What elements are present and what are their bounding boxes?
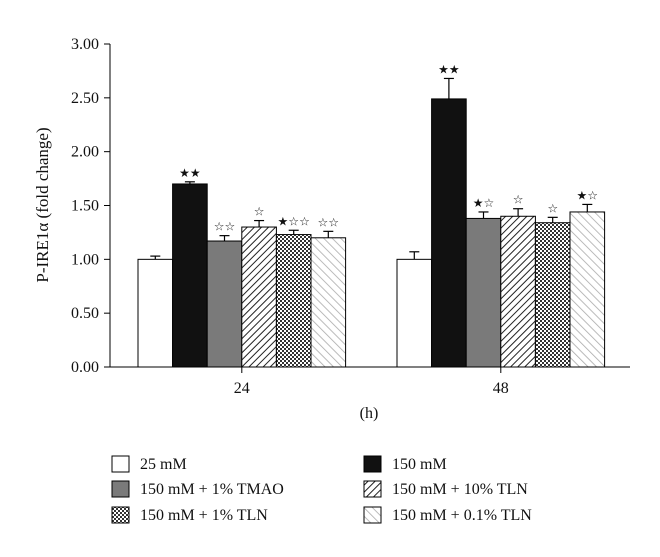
legend-label: 150 mM + 10% TLN [392, 481, 528, 498]
bar [275, 234, 312, 368]
y-axis-ticks: 0.00 0.50 1.00 1.50 2.00 2.50 3.00 [71, 36, 110, 376]
significance-markers: ★★☆☆☆★☆☆ ☆☆★★★☆ ☆☆★☆ [179, 62, 598, 233]
legend-swatch [363, 455, 382, 473]
y-tick-label: 1.00 [71, 251, 99, 268]
y-tick-label: 1.50 [71, 198, 99, 215]
significance-marker: ★☆ [473, 196, 495, 210]
x-axis-label: (h) [360, 405, 379, 422]
legend-swatch [363, 480, 382, 498]
significance-marker: ☆☆ [214, 220, 236, 234]
significance-marker: ★☆ [577, 188, 599, 202]
bar [396, 258, 433, 368]
legend-label: 150 mM + 0.1% TLN [392, 507, 532, 524]
significance-marker: ☆☆ [318, 215, 340, 229]
significance-marker: ★★ [179, 166, 201, 180]
y-tick-label: 0.50 [71, 305, 99, 322]
significance-marker: ☆ [547, 201, 558, 215]
legend-swatch [111, 455, 130, 473]
bar [569, 211, 606, 368]
significance-marker: ★☆☆ [278, 214, 310, 228]
x-tick-label: 48 [493, 380, 509, 397]
legend-label: 150 mM + 1% TLN [140, 507, 268, 524]
significance-marker: ☆ [513, 193, 524, 207]
y-tick-label: 0.00 [71, 359, 99, 376]
error-bars [150, 77, 593, 260]
bars [137, 98, 606, 368]
bar [500, 215, 536, 368]
bar [206, 240, 243, 368]
legend-swatch [111, 506, 130, 524]
bar [310, 237, 347, 368]
significance-marker: ☆ [254, 205, 265, 219]
legend-label: 25 mM [140, 456, 187, 473]
legend-swatch [111, 480, 130, 498]
y-tick-label: 2.00 [71, 144, 99, 161]
significance-marker: ★★ [438, 62, 460, 76]
bar [534, 222, 571, 368]
legend: 25 mM 150 mM 150 mM + 1% TMAO 150 mM + 10% … [111, 455, 532, 524]
bar [241, 226, 277, 368]
legend-label: 150 mM + 1% TMAO [140, 481, 284, 498]
y-tick-label: 3.00 [71, 36, 99, 53]
x-axis-ticks: 24 48 [234, 367, 509, 397]
y-axis-label: P-IRE1α (fold change) [33, 127, 52, 282]
legend-swatch [363, 506, 382, 524]
bar [137, 258, 174, 368]
bar [172, 183, 208, 368]
y-tick-label: 2.50 [71, 90, 99, 107]
bar [431, 98, 467, 368]
x-tick-label: 24 [234, 380, 250, 397]
bar [465, 217, 502, 368]
legend-label: 150 mM [392, 456, 447, 473]
